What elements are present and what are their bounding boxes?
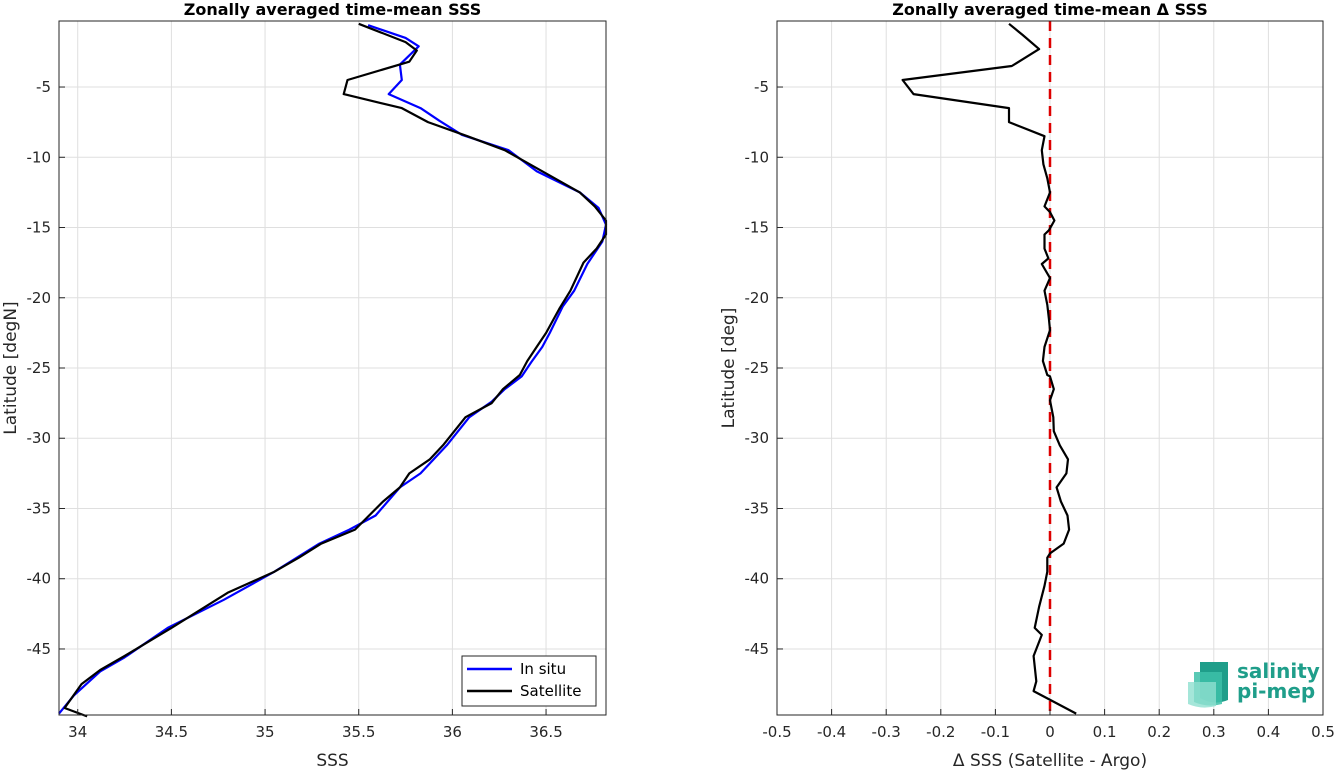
left-x-tick-label: 34 (68, 723, 87, 741)
left-y-tick-label: -40 (27, 570, 52, 588)
left-x-tick-label: 36 (443, 723, 462, 741)
right-series (901, 21, 1077, 715)
right-x-tick-label: 0.4 (1256, 723, 1280, 741)
right-x-tick-label: 0.2 (1147, 723, 1171, 741)
left-y-axis-label: Latitude [degN] (1, 301, 21, 434)
legend-entry-satellite: Satellite (520, 682, 581, 700)
right-ticks: -0.5 -0.4 -0.3 -0.2 -0.1 0 0.1 0.2 0.3 0.4 0.5 -5 -1… (745, 78, 1335, 741)
left-x-tick-label: 34.5 (155, 723, 188, 741)
logo-text-line1: salinity (1237, 659, 1320, 683)
legend-box (461, 655, 597, 707)
left-y-tick-label: -30 (27, 429, 52, 447)
right-x-tick-label: -0.2 (926, 723, 955, 741)
left-y-tick-label: -35 (27, 499, 52, 517)
right-y-tick-label: -25 (745, 359, 770, 377)
left-y-tick-label: -5 (36, 78, 51, 96)
left-y-tick-label: -15 (27, 219, 52, 237)
left-x-tick-label: 35.5 (342, 723, 375, 741)
right-x-tick-label: -0.3 (872, 723, 901, 741)
left-y-tick-label: -20 (27, 289, 52, 307)
legend: In situ Satellite (461, 655, 597, 707)
left-y-tick-label: -10 (27, 148, 52, 166)
right-y-axis-label: Latitude [deg] (719, 308, 739, 429)
right-y-tick-label: -40 (745, 570, 770, 588)
left-y-tick-label: -45 (27, 640, 52, 658)
right-chart-title: Zonally averaged time-mean Δ SSS (892, 0, 1208, 19)
left-panel-sss: 34 34.5 35 35.5 36 36.5 -5 -10 -15 -20 -25 -30 -35 -4… (1, 0, 608, 770)
left-x-axis-label: SSS (316, 751, 348, 770)
left-x-tick-label: 35 (256, 723, 275, 741)
right-x-tick-label: 0 (1045, 723, 1055, 741)
right-y-tick-label: -20 (745, 289, 770, 307)
right-x-axis-label: Δ SSS (Satellite - Argo) (953, 751, 1147, 770)
right-series-line-delta (901, 22, 1077, 715)
right-y-tick-label: -45 (745, 640, 770, 658)
right-y-tick-label: -5 (754, 78, 769, 96)
legend-entry-in-situ: In situ (520, 660, 566, 678)
left-grid (59, 21, 606, 715)
right-x-tick-label: 0.1 (1093, 723, 1117, 741)
right-y-tick-label: -10 (745, 148, 770, 166)
left-series (58, 22, 608, 718)
right-x-tick-label: -0.1 (981, 723, 1010, 741)
left-ticks: 34 34.5 35 35.5 36 36.5 -5 -10 -15 -20 -25 -30 -35 -4… (27, 78, 563, 741)
left-x-tick-label: 36.5 (529, 723, 562, 741)
right-y-tick-label: -30 (745, 429, 770, 447)
left-chart-title: Zonally averaged time-mean SSS (184, 0, 482, 19)
right-x-tick-label: -0.4 (817, 723, 846, 741)
salinity-pi-mep-logo: salinity pi-mep (1188, 659, 1320, 708)
left-y-tick-label: -25 (27, 359, 52, 377)
right-y-tick-label: -35 (745, 499, 770, 517)
logo-text-line2: pi-mep (1237, 679, 1315, 703)
right-x-tick-label: 0.3 (1202, 723, 1226, 741)
left-series-line-satellite (63, 22, 608, 718)
right-x-tick-label: 0.5 (1311, 723, 1335, 741)
right-y-tick-label: -15 (745, 219, 770, 237)
right-x-tick-label: -0.5 (762, 723, 791, 741)
wave-logo-icon (1188, 662, 1228, 708)
right-panel-delta-sss: -0.5 -0.4 -0.3 -0.2 -0.1 0 0.1 0.2 0.3 0.4 0.5 -5 -1… (719, 0, 1335, 770)
